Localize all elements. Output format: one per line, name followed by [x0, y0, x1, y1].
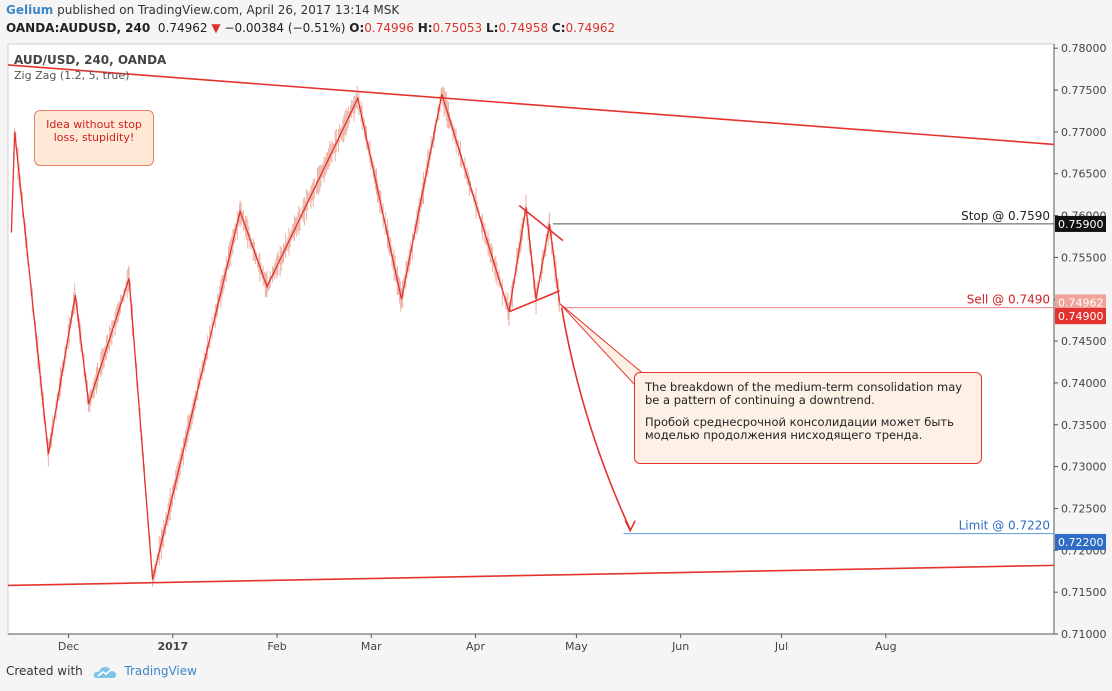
price-chart[interactable]: 0.780000.775000.770000.765000.760000.755… [6, 42, 1106, 655]
y-tick-label: 0.71000 [1061, 628, 1106, 641]
limit-price-tag: 0.72200 [1058, 536, 1104, 549]
x-tick-label: Jun [671, 640, 689, 653]
indicator-title[interactable]: Zig Zag (1.2, 5, true) [14, 69, 130, 82]
chart-area[interactable]: 0.780000.775000.770000.765000.760000.755… [6, 42, 1106, 655]
low-value: 0.74958 [498, 21, 549, 35]
stop-price-tag: 0.75900 [1058, 218, 1104, 231]
author-name[interactable]: Gelium [6, 3, 54, 17]
open-value: 0.74996 [364, 21, 414, 35]
chart-symbol-title: AUD/USD, 240, OANDA [14, 53, 167, 67]
limit-price-tag-bg [1055, 533, 1106, 550]
y-tick-label: 0.73000 [1061, 461, 1106, 474]
note-breakdown-ru: Пробой среднесрочной консолидации может … [645, 415, 954, 442]
note-no-stop-loss[interactable]: Idea without stop loss, stupidity! [34, 110, 154, 166]
x-tick-label: May [565, 640, 588, 653]
x-tick-label: Dec [58, 640, 79, 653]
y-tick-label: 0.78000 [1061, 42, 1106, 55]
forecast-arrow [560, 307, 631, 530]
plot-area [7, 43, 1055, 635]
footer: Created with TradingView [6, 664, 197, 679]
sell-price-tag-bg [1055, 307, 1106, 324]
x-tick-label: Jul [774, 640, 788, 653]
ohlc-header: OANDA:AUDUSD, 240 0.74962 ▼ −0.00384 (−0… [6, 21, 615, 35]
y-tick-label: 0.75500 [1061, 251, 1106, 264]
y-tick-label: 0.77500 [1061, 84, 1106, 97]
high-value: 0.75053 [432, 21, 483, 35]
y-tick-label: 0.73500 [1061, 419, 1106, 432]
low-label: L: [486, 21, 499, 35]
note-breakdown[interactable]: The breakdown of the medium-term consoli… [634, 372, 982, 464]
publish-header: Gelium published on TradingView.com, Apr… [6, 3, 399, 17]
last-price-tag: 0.74962 [1058, 296, 1104, 309]
stop-price-tag-bg [1055, 215, 1106, 232]
trendline [7, 64, 1055, 146]
publish-info: published on TradingView.com, April 26, … [57, 3, 400, 17]
x-tick-label: 2017 [157, 640, 188, 653]
y-tick-label: 0.74500 [1061, 335, 1106, 348]
stop-level-label: Stop @ 0.7590 [961, 209, 1050, 223]
price-change: −0.00384 (−0.51%) [224, 21, 346, 35]
sell-level-label: Sell @ 0.7490 [967, 293, 1050, 307]
limit-level-label: Limit @ 0.7220 [959, 519, 1050, 533]
tradingview-link[interactable]: TradingView [124, 664, 197, 678]
x-tick-label: Aug [875, 640, 896, 653]
close-label: C: [551, 21, 566, 35]
y-tick-label: 0.77000 [1061, 126, 1106, 139]
created-with-label: Created with [6, 664, 83, 678]
x-tick-label: Apr [466, 640, 486, 653]
tradingview-cloud-icon [93, 666, 116, 678]
high-label: H: [417, 21, 433, 35]
x-tick-label: Mar [361, 640, 382, 653]
y-tick-label: 0.72500 [1061, 502, 1106, 515]
y-tick-label: 0.76500 [1061, 168, 1106, 181]
trendline [508, 290, 560, 313]
zigzag-line [10, 94, 561, 580]
x-tick-label: Feb [267, 640, 286, 653]
last-price: 0.74962 [157, 21, 208, 35]
open-label: O: [349, 21, 365, 35]
note-breakdown-en: The breakdown of the medium-term consoli… [645, 380, 963, 407]
y-tick-label: 0.74000 [1061, 377, 1106, 390]
sell-price-tag: 0.74900 [1058, 310, 1104, 323]
y-tick-label: 0.71500 [1061, 586, 1106, 599]
close-value: 0.74962 [565, 21, 616, 35]
symbol-label: OANDA:AUDUSD, 240 [6, 21, 151, 35]
forecast-arrow-head [624, 520, 636, 533]
trendline [7, 564, 1055, 587]
down-arrow-icon: ▼ [211, 21, 221, 35]
